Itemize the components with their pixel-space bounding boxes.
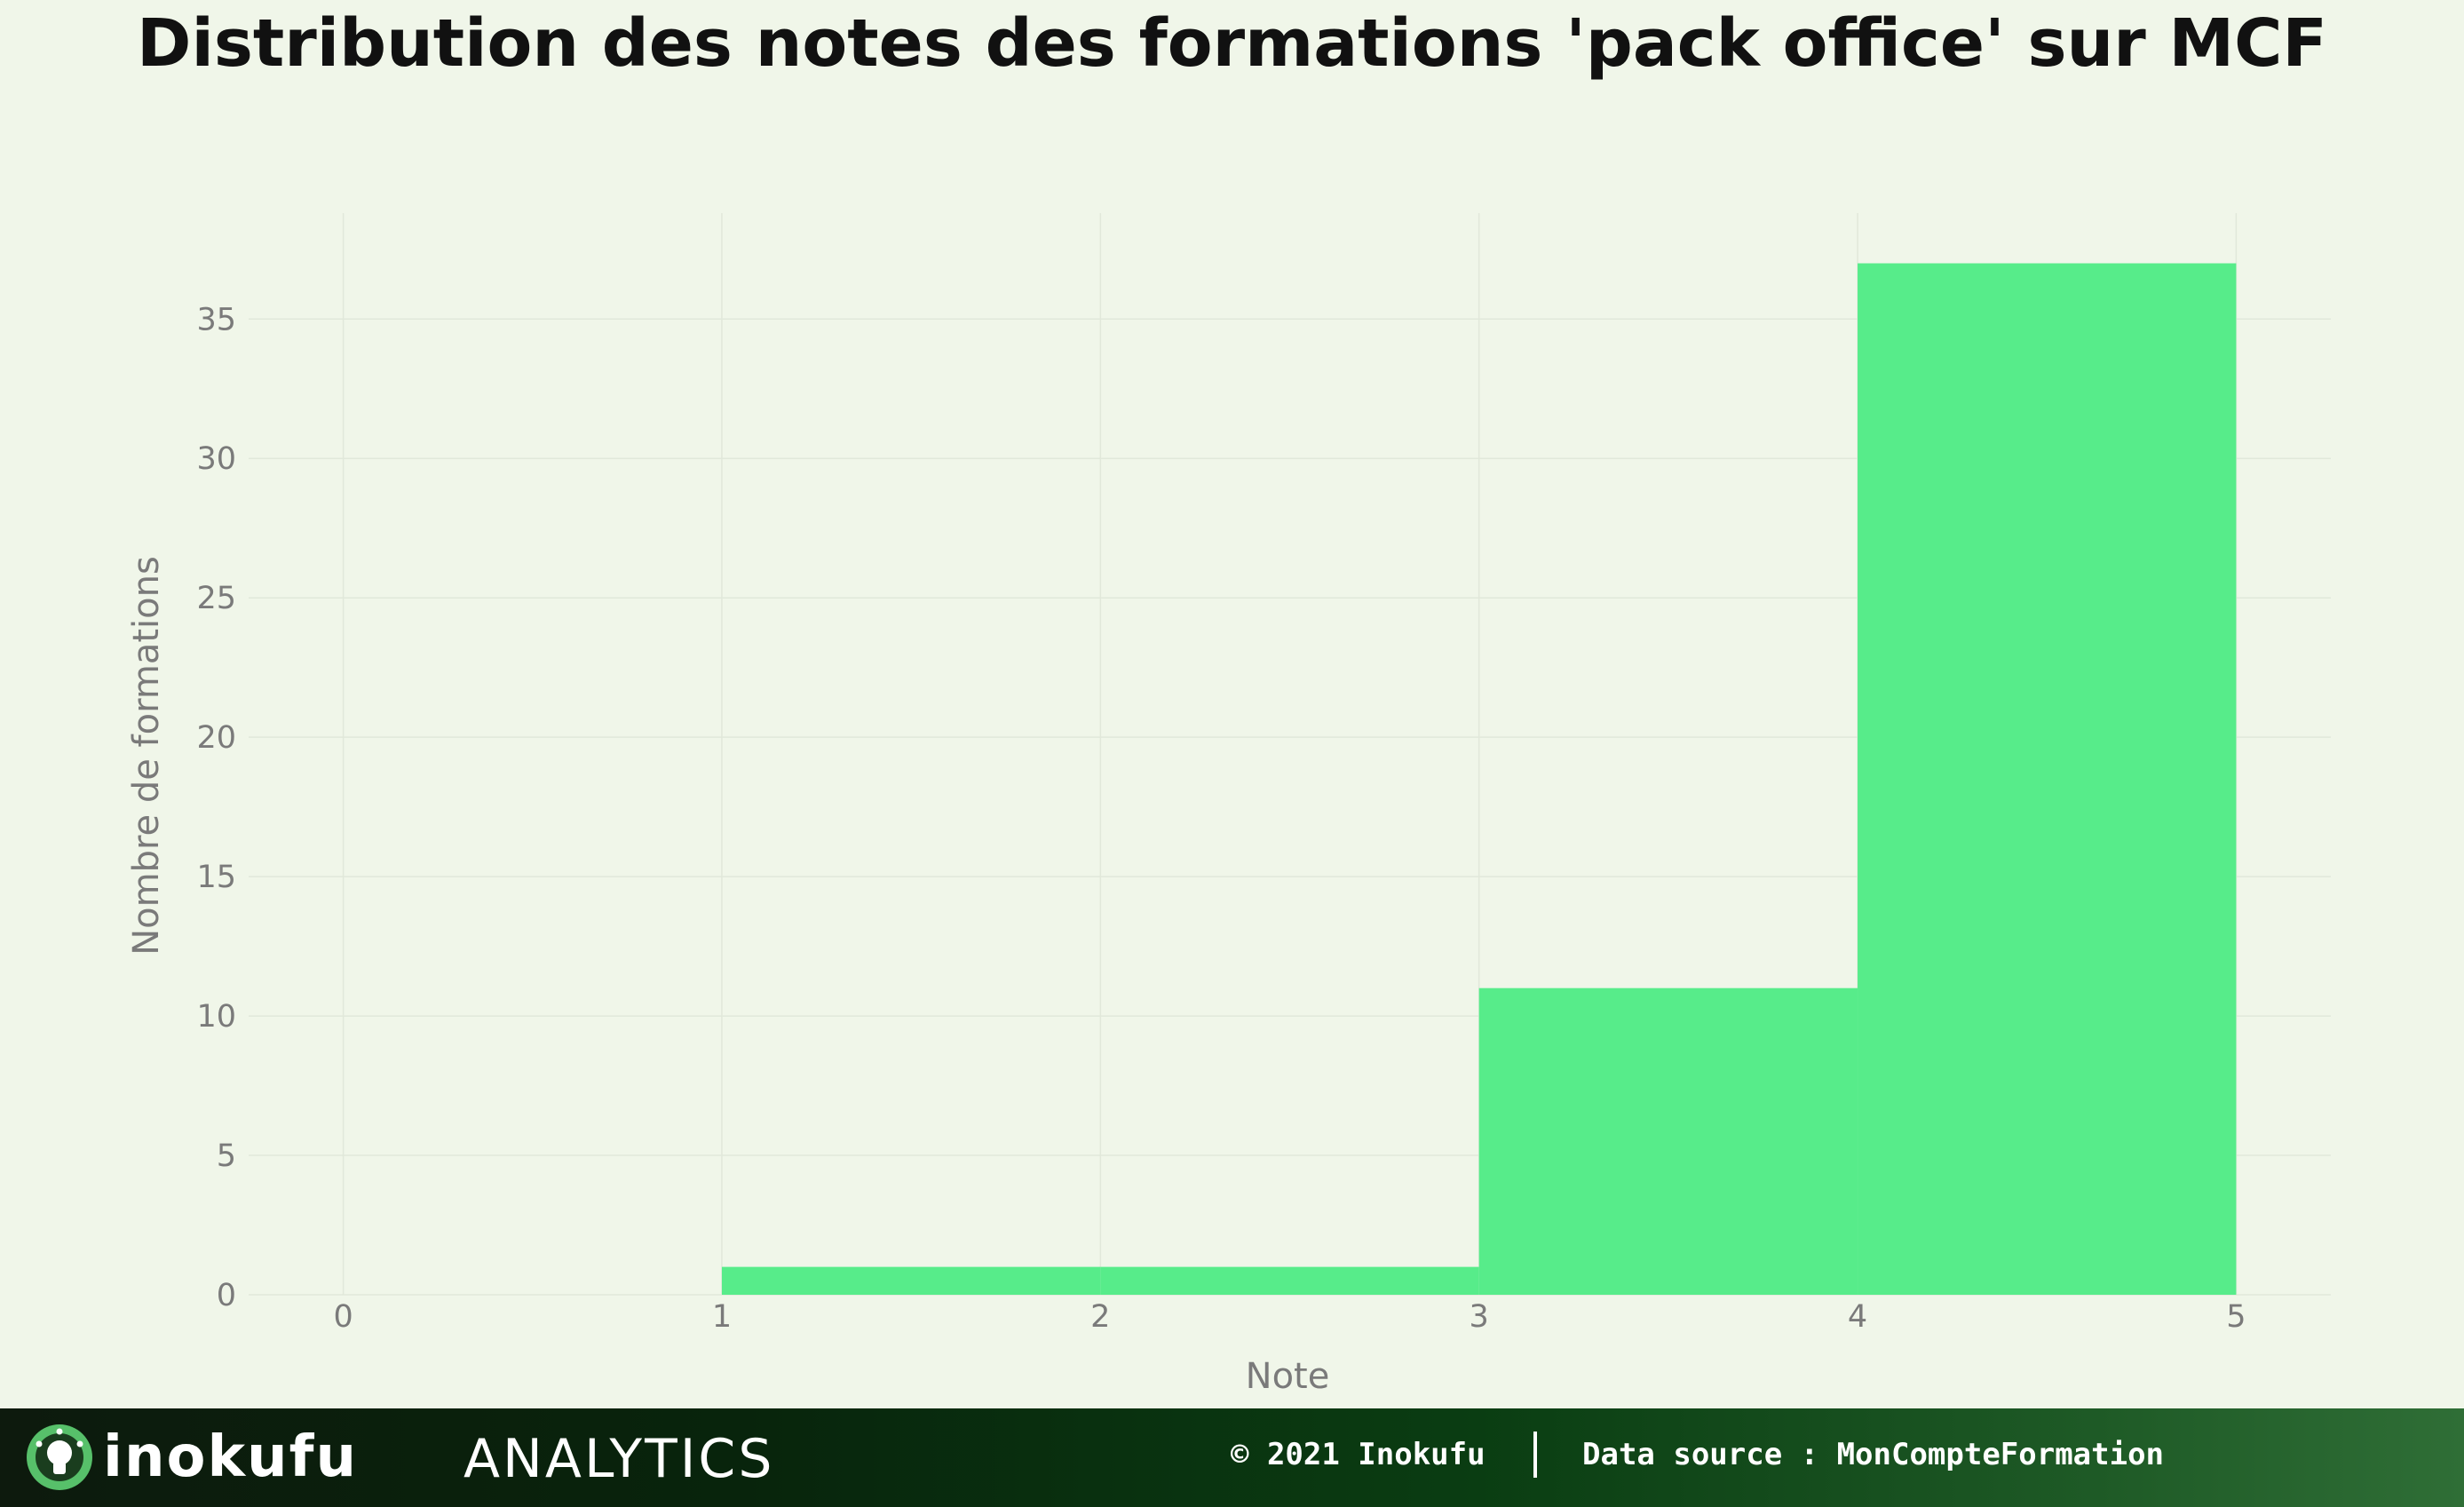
y-tick-label: 20 bbox=[196, 720, 236, 756]
histogram-bar bbox=[1858, 263, 2237, 1296]
y-tick-label: 25 bbox=[196, 581, 236, 616]
y-tick-label: 10 bbox=[196, 999, 236, 1035]
footer-banner: inokufu ANALYTICS © 2021 Inokufu Data so… bbox=[0, 1408, 2464, 1507]
x-tick-label: 3 bbox=[1470, 1299, 1489, 1335]
y-tick-label: 15 bbox=[196, 860, 236, 895]
data-source-text: Data source : MonCompteFormation bbox=[1582, 1437, 2165, 1472]
x-tick-label: 4 bbox=[1848, 1299, 1867, 1335]
x-axis-ticks: 0 1 2 3 4 5 bbox=[333, 1299, 2246, 1335]
x-tick-label: 2 bbox=[1090, 1299, 1110, 1335]
y-tick-label: 0 bbox=[217, 1278, 236, 1313]
brand-name: inokufu bbox=[103, 1424, 358, 1490]
x-tick-label: 5 bbox=[2226, 1299, 2246, 1335]
chart-title: Distribution des notes des formations 'p… bbox=[137, 5, 2327, 82]
x-axis-title: Note bbox=[1246, 1356, 1330, 1397]
bars bbox=[721, 263, 2237, 1296]
y-axis-ticks: 0 5 10 15 20 25 30 35 bbox=[196, 302, 236, 1313]
y-tick-label: 35 bbox=[196, 302, 236, 337]
footer-divider bbox=[1533, 1432, 1537, 1478]
histogram-bar bbox=[721, 1266, 1101, 1295]
copyright-text: © 2021 Inokufu bbox=[1231, 1437, 1486, 1472]
y-tick-label: 5 bbox=[217, 1138, 236, 1174]
histogram-bar bbox=[1478, 987, 1858, 1295]
lightbulb-icon bbox=[27, 1424, 92, 1490]
histogram-bar bbox=[1100, 1266, 1479, 1295]
histogram-chart: 0 1 2 3 4 5 0 5 10 15 20 25 30 35 Note Nombre de for… bbox=[126, 213, 2331, 1397]
x-tick-label: 0 bbox=[333, 1299, 353, 1335]
brand-suffix: ANALYTICS bbox=[463, 1428, 775, 1490]
grid-lines bbox=[249, 213, 2331, 1296]
x-tick-label: 1 bbox=[712, 1299, 732, 1335]
y-axis-title: Nombre de formations bbox=[126, 556, 167, 956]
y-tick-label: 30 bbox=[196, 441, 236, 477]
